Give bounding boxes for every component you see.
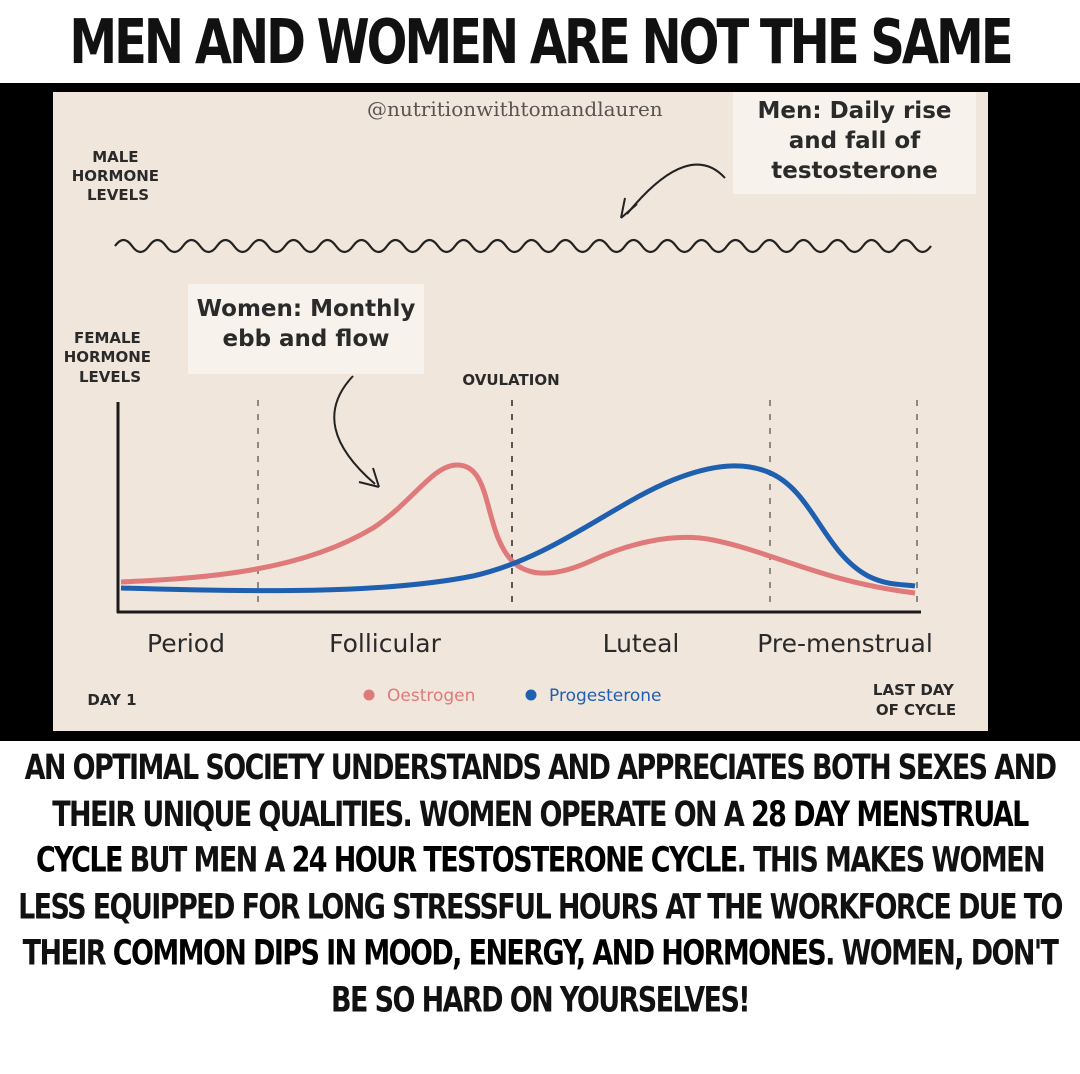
- caption-emphasis: 28 DAY MENSTRUAL CYCLE: [35, 794, 1029, 881]
- phase-premenstrual: Pre-menstrual: [757, 629, 933, 658]
- men-callout: Men: Daily rise and fall of testosterone: [733, 92, 976, 194]
- phase-period: Period: [147, 629, 225, 658]
- legend-progesterone-dot: [525, 689, 537, 701]
- day-start-label: DAY 1: [87, 691, 136, 709]
- male-testosterone-wave: [114, 238, 932, 254]
- legend-oestrogen-label: Oestrogen: [387, 686, 475, 706]
- women-callout-line: ebb and flow: [222, 326, 390, 352]
- women-arrow-head: [358, 467, 380, 488]
- men-callout-line: testosterone: [771, 158, 938, 184]
- male-axis-label: MALE HORMONE LEVELS: [72, 148, 165, 204]
- oestrogen-curve: [120, 462, 916, 596]
- day-end-label: LAST DAY OF CYCLE: [873, 681, 959, 719]
- caption-emphasis: COMMON DIPS IN MOOD, ENERGY, AND HORMONE…: [112, 933, 827, 974]
- watermark: @nutritionwithtomandlauren: [367, 97, 663, 121]
- caption: AN OPTIMAL SOCIETY UNDERSTANDS AND APPRE…: [12, 746, 1068, 1024]
- women-callout-arrow: [333, 375, 376, 485]
- caption-text: BUT MEN A: [121, 841, 292, 881]
- headline: MEN AND WOMEN ARE NOT THE SAME: [69, 6, 1013, 79]
- phase-follicular: Follicular: [329, 629, 441, 658]
- caption-text: . WOMEN, DON'T BE SO HARD ON YOURSELVES!: [331, 933, 1059, 1020]
- phase-luteal: Luteal: [603, 629, 680, 658]
- hormone-figure: MALE HORMONE LEVELS FEMALE HORMONE LEVEL…: [53, 92, 988, 731]
- women-callout-line: Women: Monthly: [196, 296, 416, 322]
- women-callout: Women: Monthly ebb and flow: [188, 284, 424, 374]
- progesterone-curve: [120, 463, 916, 594]
- hormone-chart: MALE HORMONE LEVELS FEMALE HORMONE LEVEL…: [64, 148, 959, 719]
- men-arrow-head: [620, 197, 638, 219]
- caption-text: AN OPTIMAL SOCIETY UNDERSTANDS AND APPRE…: [24, 748, 1057, 835]
- men-callout-line: and fall of: [788, 128, 921, 154]
- ovulation-label: OVULATION: [462, 371, 559, 389]
- legend-progesterone-label: Progesterone: [549, 686, 661, 706]
- men-callout-arrow: [626, 163, 726, 215]
- female-axis-label: FEMALE HORMONE LEVELS: [64, 329, 157, 386]
- legend-oestrogen-dot: [363, 689, 375, 701]
- caption-emphasis: 24 HOUR TESTOSTERONE CYCLE: [291, 841, 739, 881]
- men-callout-line: Men: Daily rise: [757, 98, 952, 124]
- caption-text: . THIS MAKES WOMEN LESS EQUIPPED FOR LON…: [18, 841, 1063, 974]
